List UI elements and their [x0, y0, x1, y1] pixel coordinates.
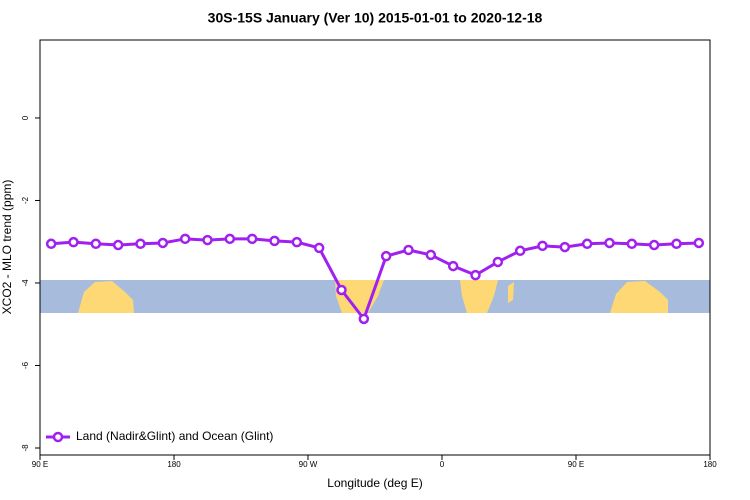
data-point: [648, 239, 660, 251]
data-point: [514, 245, 526, 257]
data-point: [336, 284, 347, 296]
data-point: [246, 233, 258, 245]
x-tick-label: 90 E: [568, 460, 584, 469]
data-point: [581, 238, 593, 250]
data-point: [202, 234, 213, 246]
legend-label: Land (Nadir&Glint) and Ocean (Glint): [76, 429, 273, 443]
data-point: [90, 238, 102, 250]
legend-marker: [52, 431, 64, 443]
data-point: [559, 241, 571, 253]
data-point: [179, 233, 191, 245]
data-point: [68, 236, 79, 248]
data-point: [671, 238, 682, 250]
data-point: [358, 313, 370, 325]
data-point: [425, 249, 437, 261]
y-tick-label: 0: [21, 115, 30, 120]
data-point: [135, 238, 146, 250]
data-point: [604, 237, 615, 249]
y-tick-label: -8: [21, 444, 30, 452]
chart-title: 30S-15S January (Ver 10) 2015-01-01 to 2…: [208, 10, 543, 26]
data-point: [157, 237, 169, 249]
data-point: [112, 239, 124, 251]
data-point: [291, 236, 303, 248]
y-tick-label: -4: [21, 279, 30, 287]
x-tick-label: 180: [703, 460, 717, 469]
data-point: [269, 235, 280, 247]
data-point: [626, 238, 638, 250]
data-point: [537, 240, 548, 252]
data-point: [403, 244, 414, 256]
data-point: [380, 250, 392, 262]
x-tick-label: 90 E: [32, 460, 48, 469]
x-tick-label: 0: [440, 460, 445, 469]
plot-frame: [39, 39, 711, 456]
data-point: [313, 242, 325, 254]
y-tick-label: -6: [21, 361, 30, 369]
x-tick-label: 180: [167, 460, 181, 469]
data-point: [470, 269, 481, 281]
x-tick-label: 90 W: [299, 460, 318, 469]
data-point: [693, 237, 705, 249]
data-point: [45, 238, 57, 250]
y-axis-label: XCO2 - MLO trend (ppm): [0, 180, 14, 315]
data-point: [492, 256, 504, 268]
y-tick-label: -2: [21, 196, 30, 204]
data-point: [447, 260, 459, 272]
x-axis-label: Longitude (deg E): [327, 476, 422, 490]
data-point: [224, 233, 236, 245]
